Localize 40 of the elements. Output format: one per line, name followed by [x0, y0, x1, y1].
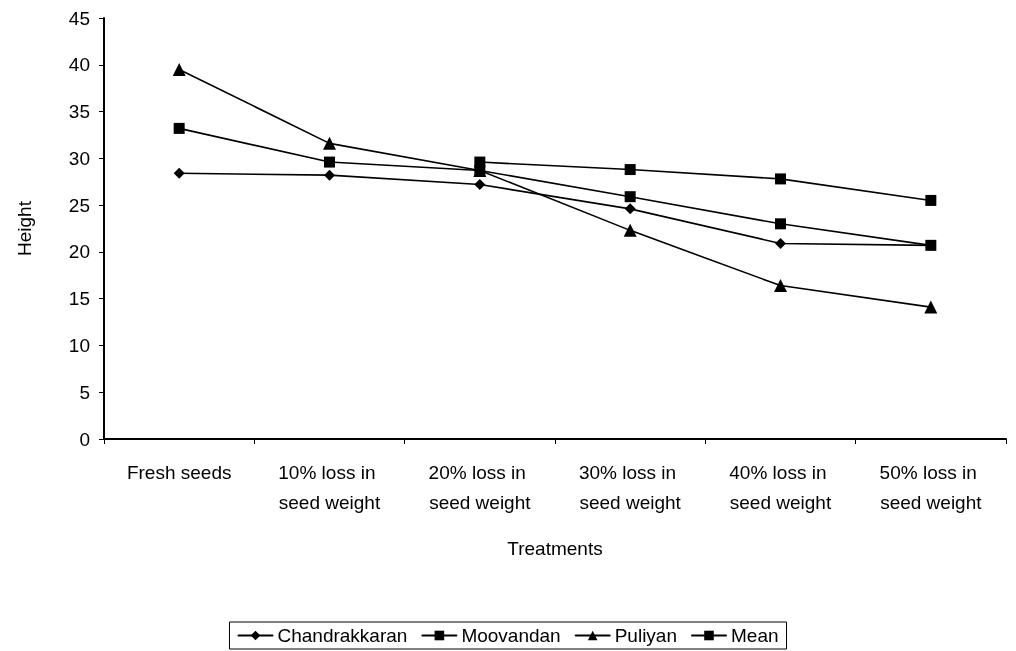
point: [624, 164, 636, 176]
point: [474, 179, 486, 191]
point: [324, 169, 335, 181]
y-tick-label: 0: [79, 428, 90, 450]
point: [774, 279, 787, 293]
x-tick-label: 30% loss in seed weight: [578, 461, 682, 513]
point: [925, 239, 937, 251]
y-tick-label: 10: [68, 334, 90, 356]
y-tick-label: 40: [68, 54, 90, 76]
point: [173, 167, 185, 179]
legend-label: Moovandan: [461, 625, 561, 646]
point: [624, 191, 636, 203]
legend-label: Chandrakkaran: [277, 625, 408, 646]
point: [323, 136, 336, 150]
point: [173, 122, 185, 134]
point: [775, 218, 786, 230]
y-axis-title: Height: [14, 200, 35, 256]
x-tick-label: Fresh seeds: [126, 461, 232, 483]
y-tick-label: 45: [68, 7, 90, 29]
point: [775, 237, 786, 249]
y-tick-label: 30: [68, 147, 90, 169]
legend-label: Mean: [731, 625, 779, 646]
point: [924, 300, 938, 314]
y-tick-label: 5: [79, 381, 90, 403]
x-axis-title: Treatments: [507, 538, 603, 559]
y-tick-label: 15: [68, 288, 90, 310]
legend-label: Puliyan: [614, 625, 678, 646]
x-tick-label: 10% loss in seed weight: [278, 461, 381, 513]
point: [172, 62, 186, 76]
point: [925, 194, 937, 206]
point: [775, 173, 786, 185]
point: [624, 203, 636, 215]
x-tick-label: 50% loss in seed weight: [879, 461, 983, 513]
x-tick-label: 20% loss in seed weight: [428, 461, 532, 513]
point: [324, 156, 335, 168]
y-tick-label: 35: [68, 101, 90, 123]
point: [623, 223, 637, 237]
x-tick-label: 40% loss in seed weight: [729, 461, 832, 513]
y-tick-label: 25: [68, 194, 90, 216]
y-tick-label: 20: [68, 241, 90, 263]
